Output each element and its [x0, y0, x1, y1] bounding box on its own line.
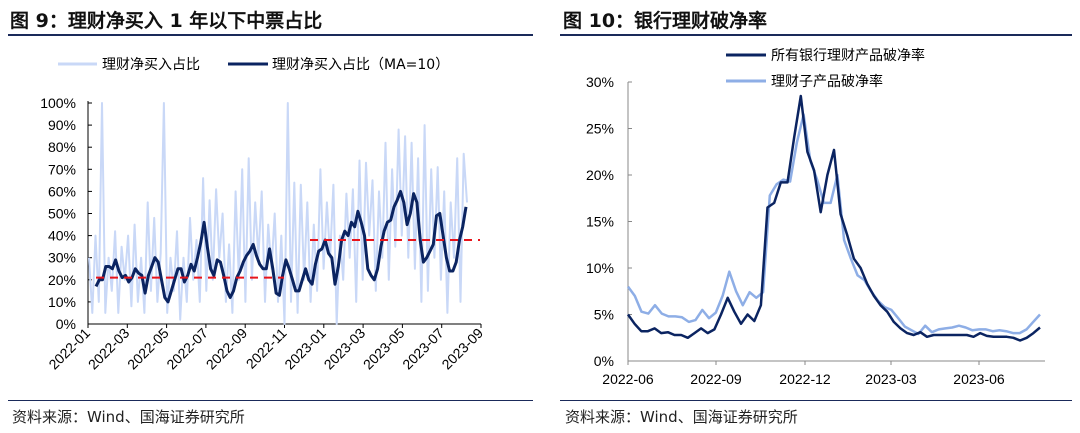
left-y-tick-label: 70% — [48, 161, 76, 177]
right-source-divider — [560, 400, 1072, 401]
left-legend-ma-label: 理财净买入占比（MA=10） — [272, 57, 449, 73]
left-y-tick-label: 50% — [48, 206, 76, 222]
left-x-tick-label: 2023-03 — [321, 325, 369, 373]
left-y-tick-label: 30% — [48, 250, 76, 266]
left-y-tick-label: 100% — [40, 95, 76, 111]
left-x-tick-label: 2022-03 — [85, 325, 133, 373]
left-legend-raw-label: 理财净买入占比 — [102, 57, 200, 73]
right-series-subsidiary — [626, 113, 1041, 336]
right-chart-title: 图 10：银行理财破净率 — [563, 10, 768, 32]
right-x-tick-label: 2022-12 — [779, 371, 831, 387]
right-legend-sub-label: 理财子产品破净率 — [771, 73, 883, 90]
left-y-tick-label: 80% — [48, 139, 76, 155]
left-x-tick-label: 2022-11 — [243, 325, 290, 372]
left-x-tick-label: 2022-09 — [203, 325, 251, 373]
right-y-tick-label: 5% — [594, 307, 614, 323]
left-x-tick-label: 2023-05 — [360, 325, 408, 373]
left-y-tick-label: 10% — [48, 294, 76, 310]
right-source-note: 资料来源：Wind、国海证券研究所 — [565, 408, 798, 426]
left-y-tick-label: 20% — [48, 272, 76, 288]
right-legend-all-label: 所有银行理财产品破净率 — [771, 47, 925, 64]
left-x-tick-label: 2023-01 — [281, 325, 329, 373]
right-y-tick-label: 30% — [586, 74, 614, 90]
left-y-tick-label: 0% — [56, 316, 76, 332]
right-y-tick-label: 0% — [594, 353, 614, 369]
right-x-tick-label: 2022-06 — [602, 371, 654, 387]
right-title-divider — [560, 34, 1072, 36]
left-x-tick-label: 2023-09 — [438, 325, 486, 373]
left-source-note: 资料来源：Wind、国海证券研究所 — [12, 408, 245, 426]
right-x-tick-label: 2022-09 — [690, 371, 742, 387]
left-series-ma10 — [94, 189, 468, 304]
left-chart-title: 图 9：理财净买入 1 年以下中票占比 — [10, 10, 323, 32]
left-title-divider — [8, 34, 533, 36]
right-series-all-banks — [626, 94, 1041, 342]
left-source-divider — [8, 400, 533, 401]
right-x-tick-label: 2023-03 — [865, 371, 917, 387]
right-y-tick-label: 10% — [586, 260, 614, 276]
left-y-tick-label: 60% — [48, 183, 76, 199]
left-x-tick-label: 2022-07 — [163, 325, 211, 373]
right-x-tick-label: 2023-06 — [953, 371, 1005, 387]
left-x-tick-label: 2023-07 — [399, 325, 447, 373]
right-y-tick-label: 25% — [586, 121, 614, 137]
right-y-tick-label: 20% — [586, 167, 614, 183]
left-x-tick-label: 2022-05 — [124, 325, 172, 373]
left-y-tick-label: 40% — [48, 228, 76, 244]
left-y-tick-label: 90% — [48, 117, 76, 133]
right-y-tick-label: 15% — [586, 214, 614, 230]
